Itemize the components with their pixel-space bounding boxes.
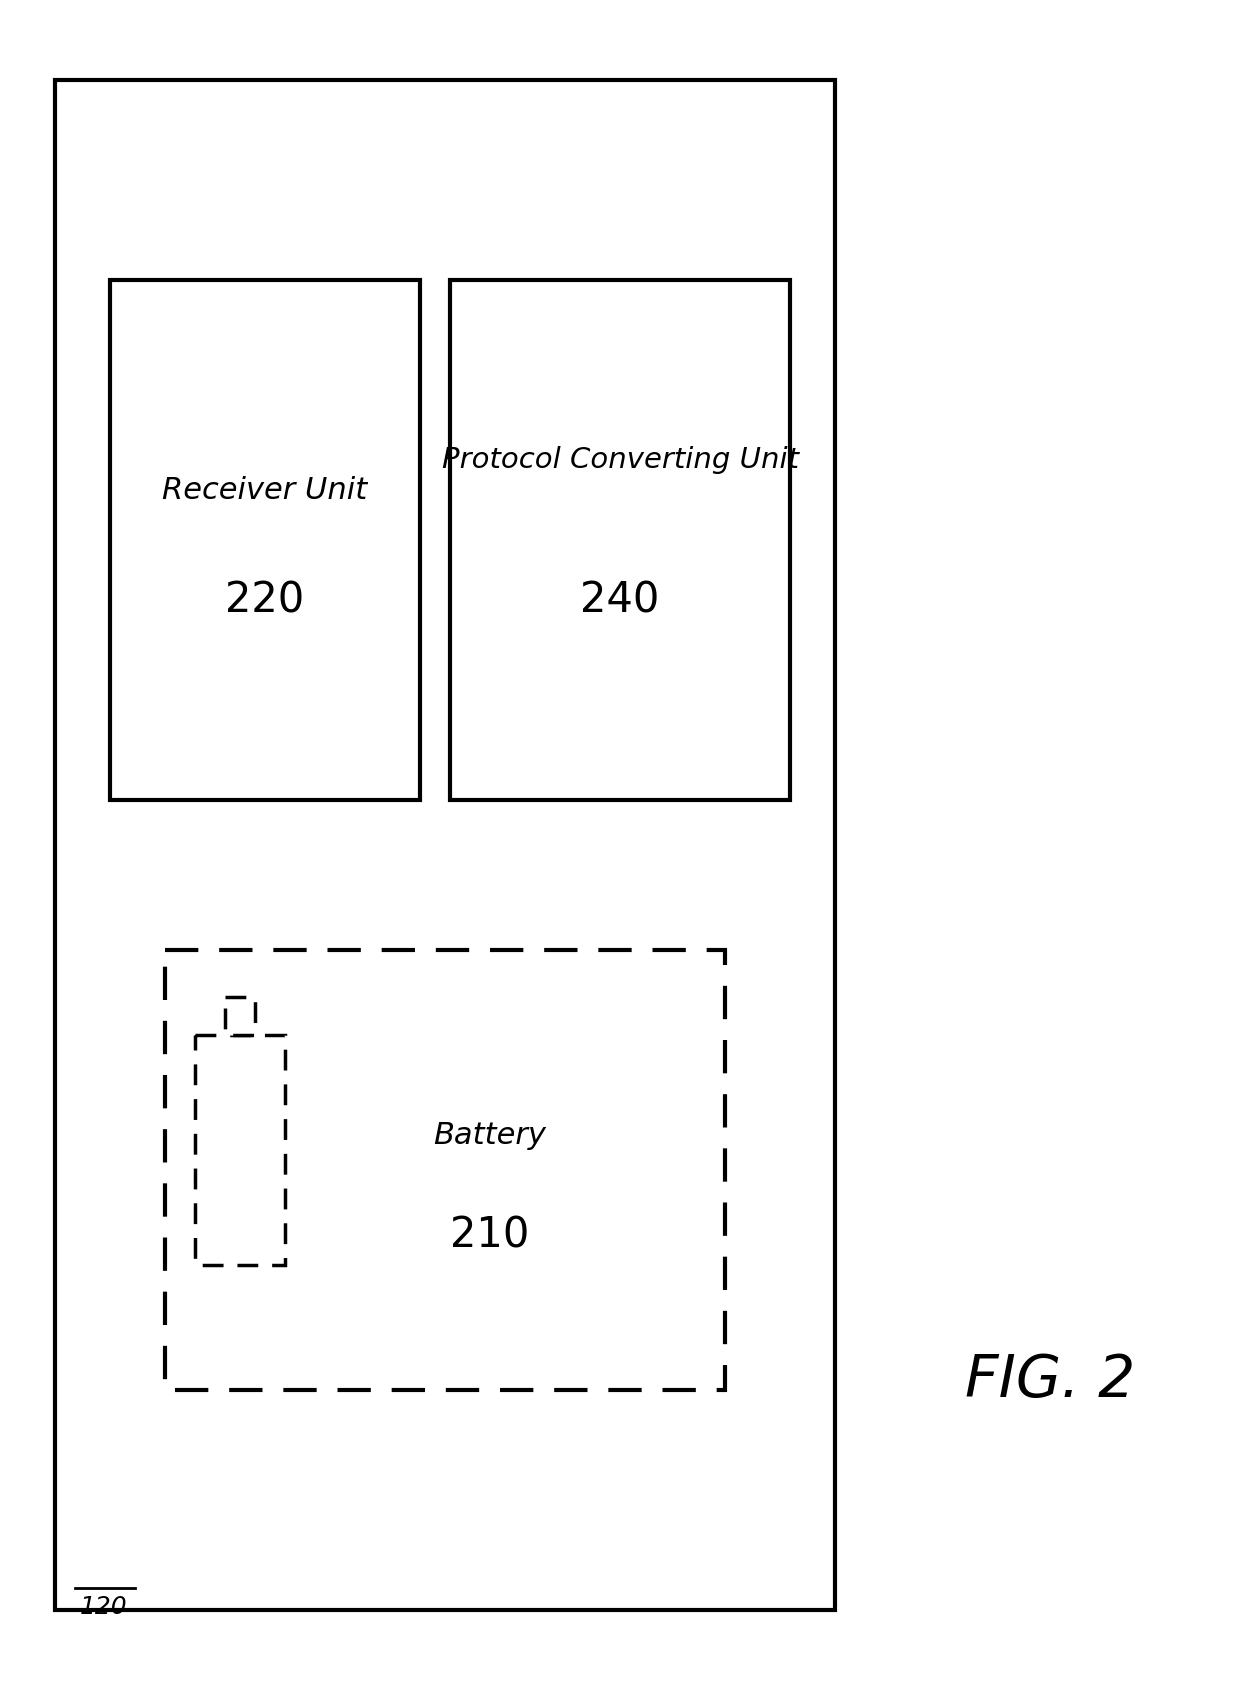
Bar [195,1034,285,1266]
Text: Battery: Battery [434,1121,547,1150]
Text: FIG. 2: FIG. 2 [965,1352,1135,1408]
Bar [224,997,255,1034]
Bar [165,949,725,1390]
Text: Protocol Converting Unit: Protocol Converting Unit [441,446,799,475]
Text: 210: 210 [450,1215,529,1255]
Bar [110,281,420,799]
Text: Receiver Unit: Receiver Unit [162,476,367,505]
Text: 120: 120 [81,1596,128,1619]
Bar [450,281,790,799]
Text: 220: 220 [226,578,305,621]
Bar [55,80,835,1611]
Text: 240: 240 [580,578,660,621]
